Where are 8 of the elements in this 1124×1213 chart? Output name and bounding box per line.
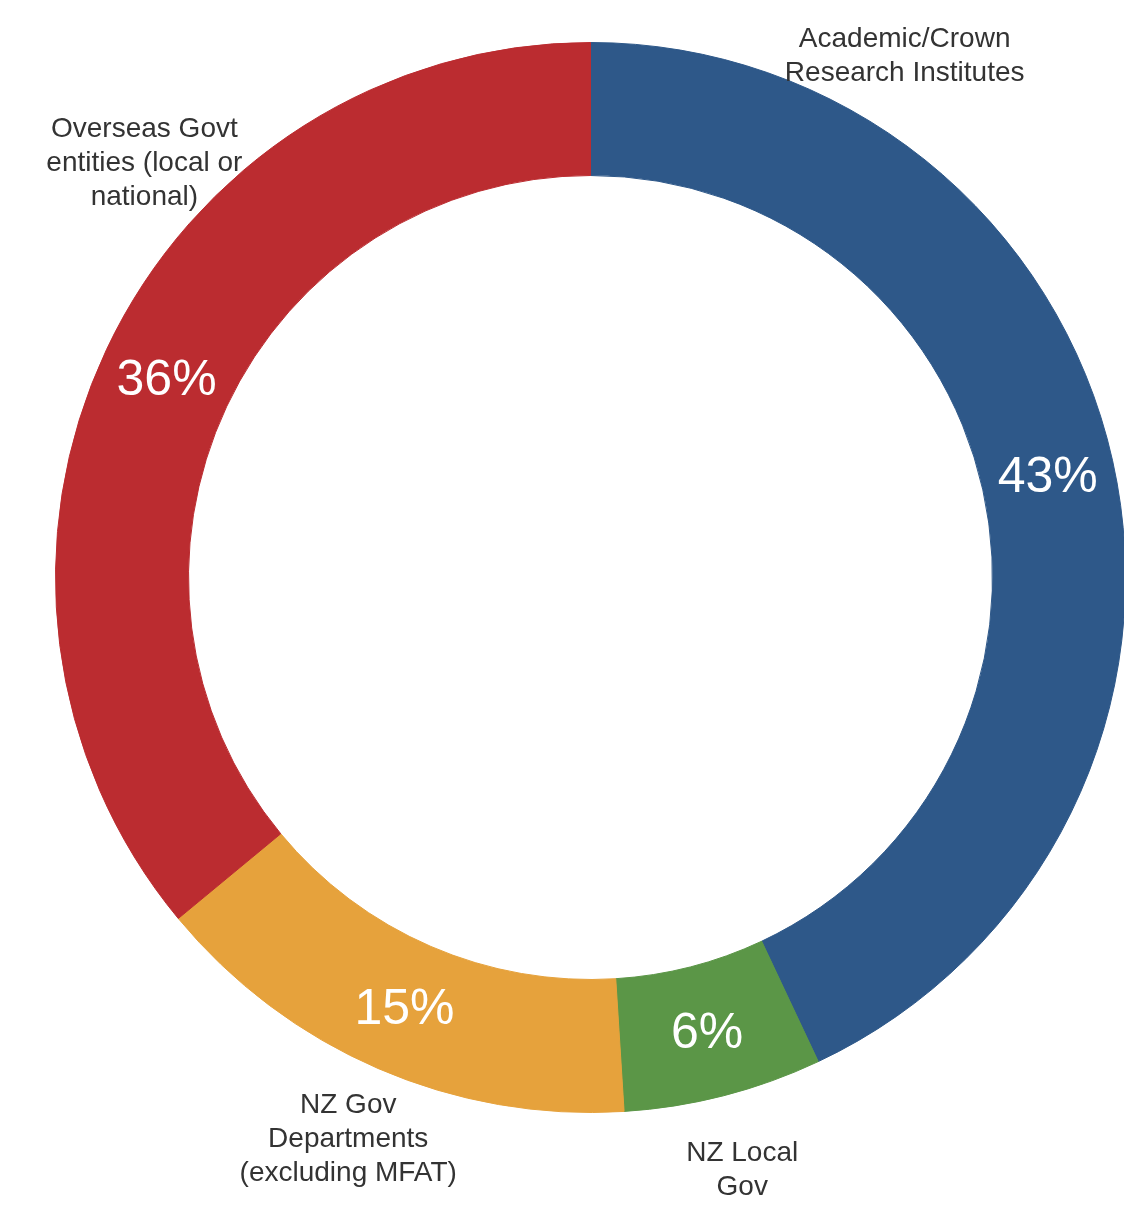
slice-label: NZ Gov Departments (excluding MFAT)	[239, 1087, 457, 1187]
data-label: 15%	[354, 979, 455, 1036]
data-label: 36%	[116, 350, 217, 407]
slice-label: Overseas Govt entities (local or national)	[46, 111, 243, 212]
data-label: 43%	[997, 447, 1098, 504]
slice-label: NZ Local Gov	[686, 1135, 799, 1201]
slice-label: Academic/Crown Research Institutes	[784, 22, 1025, 88]
data-label: 6%	[670, 1003, 744, 1060]
